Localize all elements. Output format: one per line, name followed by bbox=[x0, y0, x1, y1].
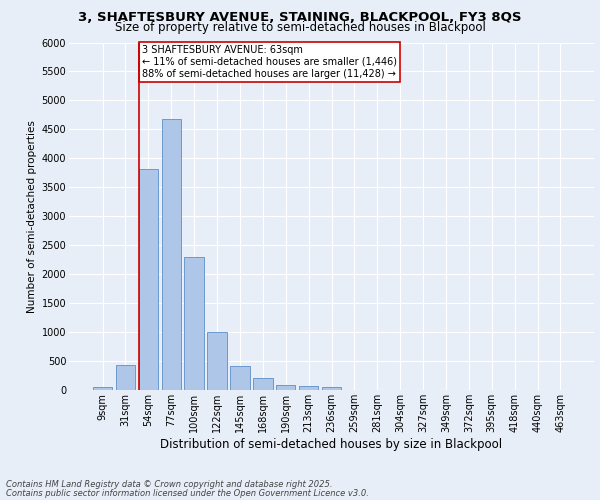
Text: Contains public sector information licensed under the Open Government Licence v3: Contains public sector information licen… bbox=[6, 488, 369, 498]
Bar bbox=[322, 387, 341, 390]
Y-axis label: Number of semi-detached properties: Number of semi-detached properties bbox=[28, 120, 37, 312]
Bar bbox=[139, 169, 158, 390]
Bar bbox=[299, 386, 319, 390]
Text: 3 SHAFTESBURY AVENUE: 63sqm
← 11% of semi-detached houses are smaller (1,446)
88: 3 SHAFTESBURY AVENUE: 63sqm ← 11% of sem… bbox=[142, 46, 397, 78]
X-axis label: Distribution of semi-detached houses by size in Blackpool: Distribution of semi-detached houses by … bbox=[160, 438, 503, 450]
Bar bbox=[161, 119, 181, 390]
Bar bbox=[93, 387, 112, 390]
Bar bbox=[116, 365, 135, 390]
Bar bbox=[208, 332, 227, 390]
Text: Contains HM Land Registry data © Crown copyright and database right 2025.: Contains HM Land Registry data © Crown c… bbox=[6, 480, 332, 489]
Text: Size of property relative to semi-detached houses in Blackpool: Size of property relative to semi-detach… bbox=[115, 21, 485, 34]
Bar bbox=[184, 257, 204, 390]
Text: 3, SHAFTESBURY AVENUE, STAINING, BLACKPOOL, FY3 8QS: 3, SHAFTESBURY AVENUE, STAINING, BLACKPO… bbox=[78, 11, 522, 24]
Bar bbox=[253, 378, 272, 390]
Bar bbox=[276, 386, 295, 390]
Bar bbox=[230, 366, 250, 390]
